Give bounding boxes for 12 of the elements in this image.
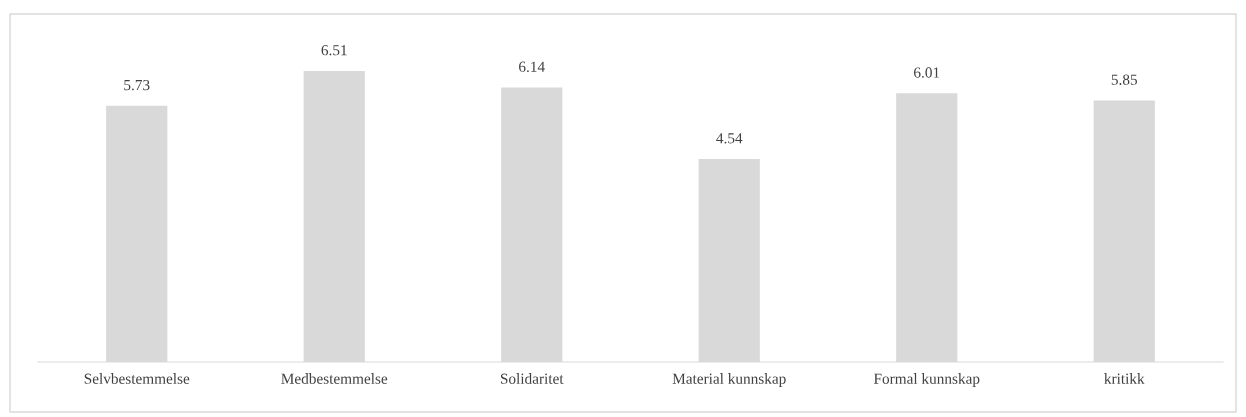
data-label: 6.51 — [321, 45, 347, 56]
data-label: 6.01 — [914, 67, 940, 78]
x-tick-label: Material kunnskap — [672, 373, 786, 387]
x-tick-label: Medbestemmelse — [281, 373, 388, 384]
x-tick-label: Solidaritet — [500, 373, 564, 384]
x-tick-label: Formal kunnskap — [873, 373, 980, 387]
data-label: 4.54 — [716, 133, 743, 144]
data-label: 5.85 — [1111, 74, 1138, 85]
x-tick-label: kritikk — [1104, 373, 1145, 384]
data-label: 5.73 — [124, 79, 150, 91]
x-tick-label: Selvbestemmelse — [84, 373, 190, 384]
data-label: 6.14 — [519, 61, 545, 72]
